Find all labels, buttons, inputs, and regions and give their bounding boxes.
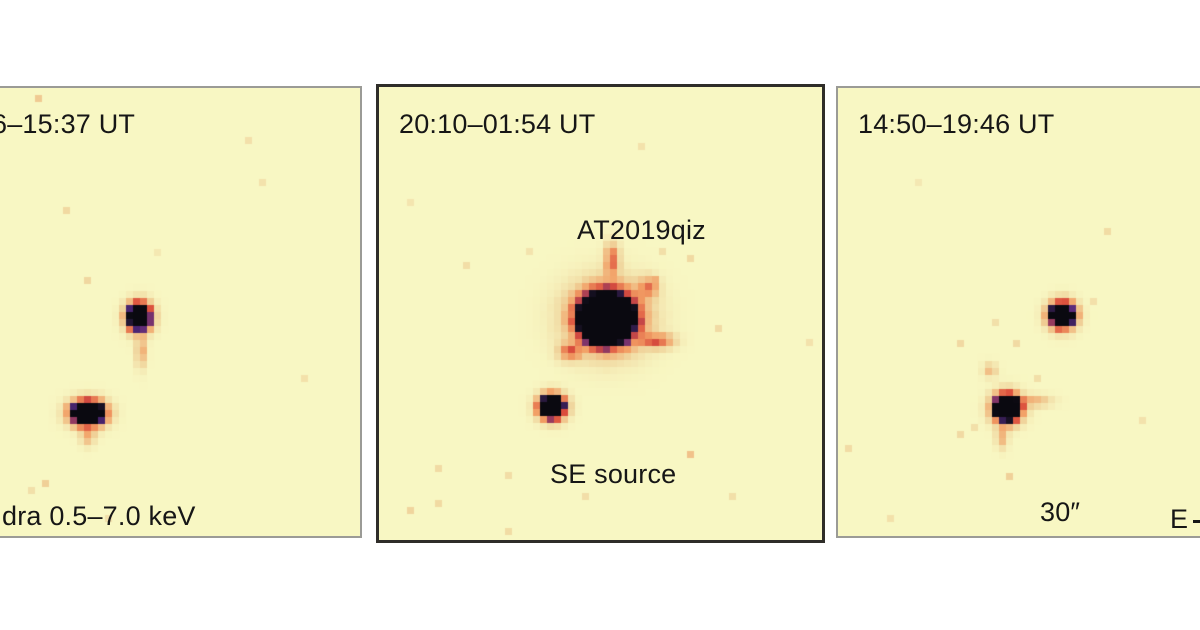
east-compass-label: E xyxy=(1170,504,1189,534)
xray-panel-epoch3: 14:50–19:46 UT 30″ E xyxy=(836,86,1200,538)
time-range-label: 6–15:37 UT xyxy=(0,109,136,139)
xray-image-epoch1 xyxy=(0,88,360,536)
time-range-label: 14:50–19:46 UT xyxy=(858,109,1055,139)
time-range-label: 20:10–01:54 UT xyxy=(399,109,596,139)
target-name-label: AT2019qiz xyxy=(577,215,706,245)
xray-panel-epoch1: 6–15:37 UT dra 0.5–7.0 keV xyxy=(0,86,362,538)
east-arrow-icon xyxy=(1193,520,1200,523)
instrument-band-label: dra 0.5–7.0 keV xyxy=(2,501,196,531)
se-source-label: SE source xyxy=(550,459,677,489)
xray-panel-epoch2: 20:10–01:54 UT AT2019qiz SE source xyxy=(376,84,825,543)
scale-bar-label: 30″ xyxy=(1040,497,1081,527)
xray-image-epoch3 xyxy=(838,88,1200,536)
xray-image-epoch2 xyxy=(379,87,822,540)
